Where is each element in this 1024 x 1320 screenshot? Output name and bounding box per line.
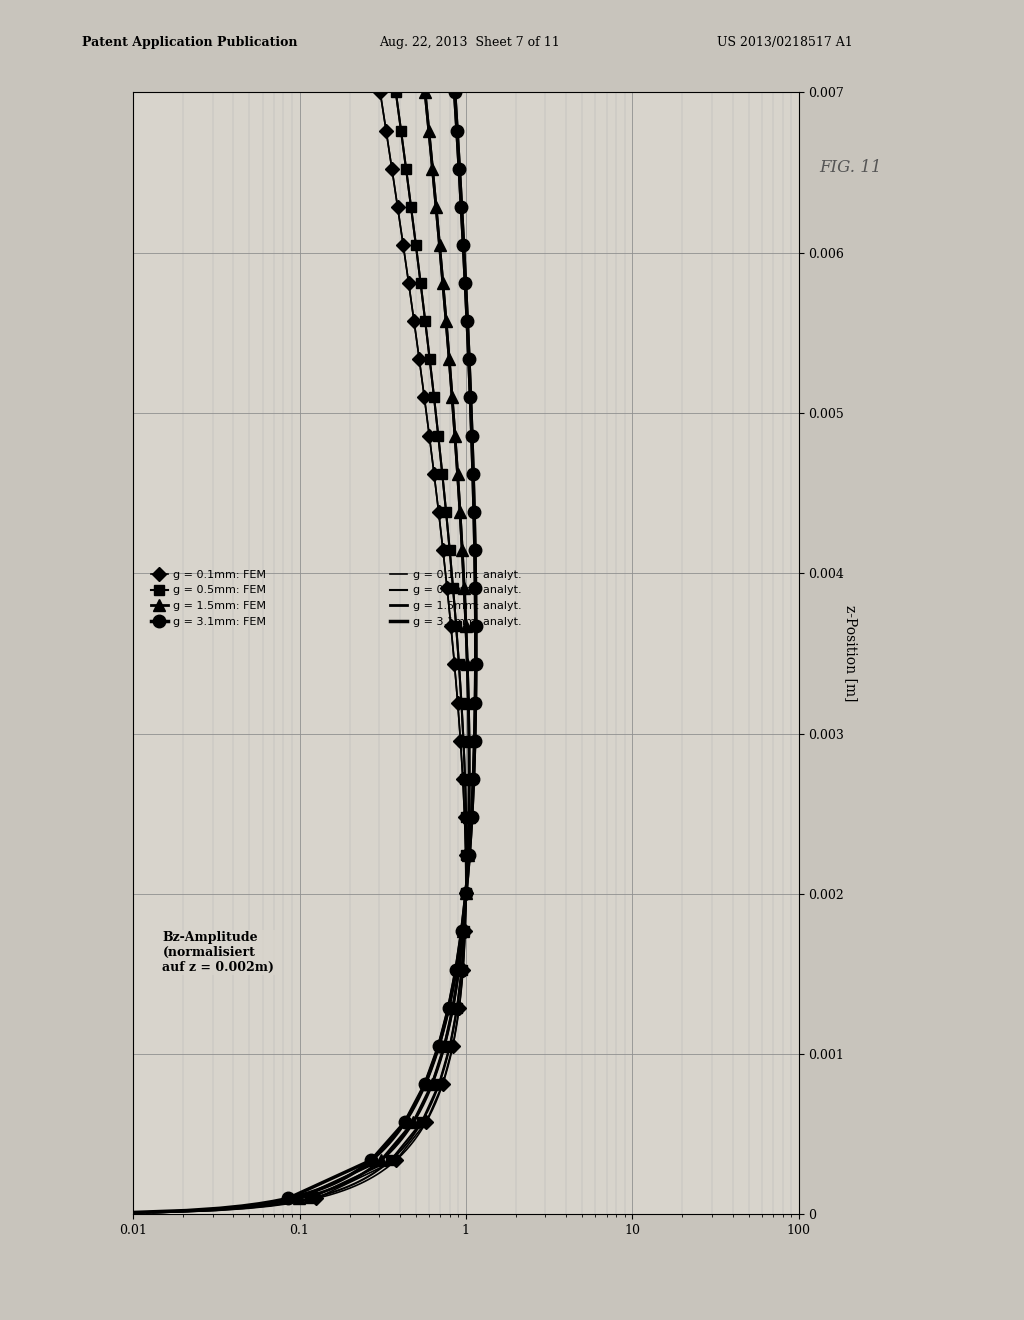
Text: Patent Application Publication: Patent Application Publication bbox=[82, 36, 297, 49]
Text: US 2013/0218517 A1: US 2013/0218517 A1 bbox=[717, 36, 853, 49]
Legend: g = 0.1mm: analyt., g = 0.5mm: analyt., g = 1.5mm: analyt., g = 3.1mm: analyt.: g = 0.1mm: analyt., g = 0.5mm: analyt., … bbox=[386, 565, 525, 631]
Text: FIG. 11: FIG. 11 bbox=[819, 158, 882, 176]
Text: Aug. 22, 2013  Sheet 7 of 11: Aug. 22, 2013 Sheet 7 of 11 bbox=[379, 36, 560, 49]
Y-axis label: z-Position [m]: z-Position [m] bbox=[844, 605, 858, 702]
Text: Bz-Amplitude
(normalisiert
auf z = 0.002m): Bz-Amplitude (normalisiert auf z = 0.002… bbox=[163, 931, 274, 974]
